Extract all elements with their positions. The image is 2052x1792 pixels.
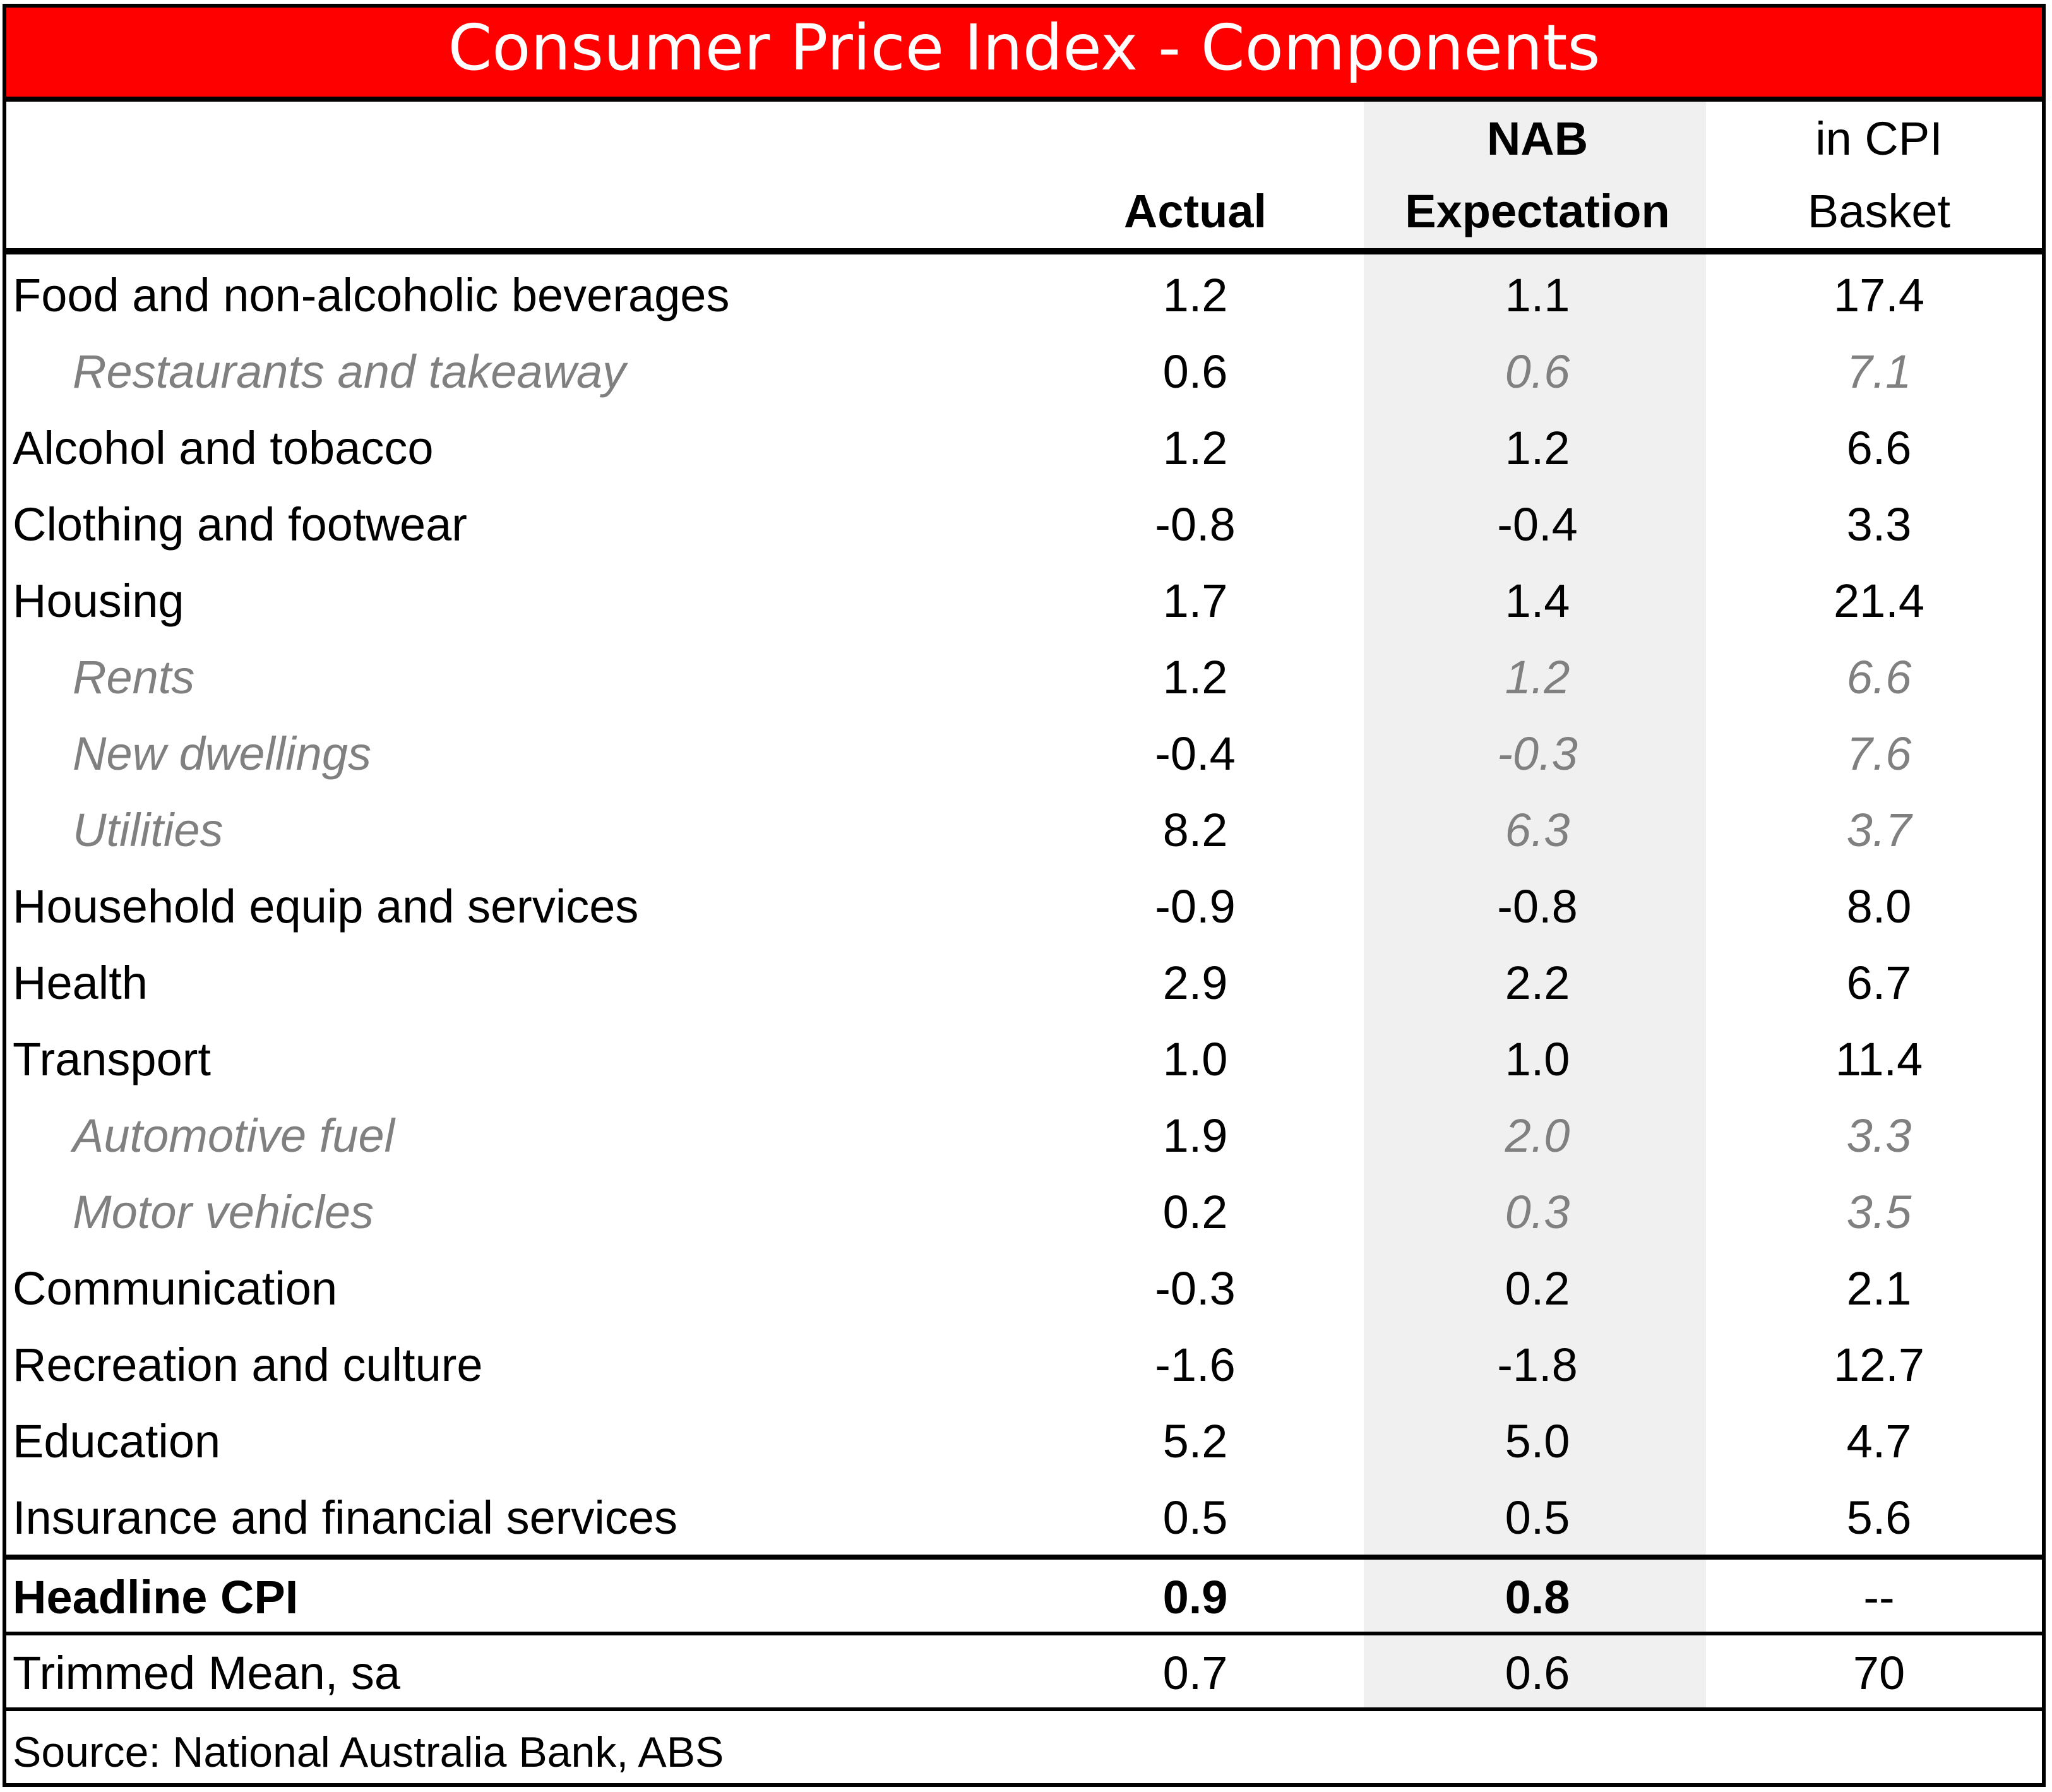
headline-nab: 0.8 [1505, 1571, 1570, 1623]
row-label: Utilities [73, 804, 224, 856]
header-nab-line1: NAB [1486, 112, 1589, 165]
row-label: Health [13, 957, 148, 1009]
row-basket-weight: 3.5 [1846, 1186, 1912, 1238]
row-actual: 1.9 [1162, 1109, 1228, 1162]
row-actual: 0.2 [1162, 1186, 1228, 1238]
header-basket-line2: Basket [1807, 185, 1951, 237]
row-actual: -0.8 [1155, 498, 1236, 551]
row-actual: -1.6 [1155, 1339, 1236, 1391]
row-nab-expectation: 0.3 [1505, 1186, 1570, 1238]
row-actual: 2.9 [1162, 957, 1228, 1009]
row-label: Housing [13, 575, 184, 627]
headline-bottom-rule [3, 1632, 2046, 1635]
row-nab-expectation: 1.4 [1505, 575, 1570, 627]
trimmed-basket: 70 [1852, 1647, 1906, 1699]
row-basket-weight: 6.6 [1846, 422, 1912, 474]
row-basket-weight: 3.3 [1846, 498, 1912, 551]
row-label: Restaurants and takeaway [73, 345, 626, 398]
row-label: Food and non-alcoholic beverages [13, 269, 730, 321]
row-label: Rents [73, 651, 195, 703]
row-label: Recreation and culture [13, 1339, 483, 1391]
row-actual: 1.2 [1162, 651, 1228, 703]
row-label: New dwellings [73, 727, 371, 780]
headline-label: Headline CPI [13, 1571, 299, 1623]
headline-top-rule [3, 1555, 2046, 1560]
row-actual: 8.2 [1162, 804, 1228, 856]
row-nab-expectation: 1.2 [1505, 422, 1570, 474]
row-actual: 1.7 [1162, 575, 1228, 627]
row-nab-expectation: 1.1 [1505, 269, 1570, 321]
row-label: Communication [13, 1262, 338, 1315]
row-label: Automotive fuel [73, 1109, 395, 1162]
row-basket-weight: 4.7 [1846, 1415, 1912, 1467]
row-actual: 1.2 [1162, 422, 1228, 474]
row-nab-expectation: 1.0 [1505, 1033, 1570, 1085]
row-basket-weight: 2.1 [1846, 1262, 1912, 1315]
trimmed-label: Trimmed Mean, sa [13, 1647, 401, 1699]
row-actual: 1.0 [1162, 1033, 1228, 1085]
table-border [3, 4, 2046, 1787]
row-nab-expectation: 1.2 [1505, 651, 1570, 703]
row-basket-weight: 6.7 [1846, 957, 1912, 1009]
trimmed-nab: 0.6 [1505, 1647, 1570, 1699]
source-note: Source: National Australia Bank, ABS [13, 1728, 724, 1776]
header-basket-line1: in CPI [1815, 112, 1943, 165]
row-label: Alcohol and tobacco [13, 422, 434, 474]
row-label: Transport [13, 1033, 211, 1085]
row-actual: -0.4 [1155, 727, 1236, 780]
row-basket-weight: 6.6 [1846, 651, 1912, 703]
row-basket-weight: 3.3 [1846, 1109, 1912, 1162]
row-label: Household equip and services [13, 880, 639, 933]
row-nab-expectation: 0.6 [1505, 345, 1570, 398]
row-nab-expectation: -0.3 [1497, 727, 1578, 780]
row-basket-weight: 11.4 [1835, 1033, 1923, 1085]
row-actual: 0.6 [1162, 345, 1228, 398]
row-basket-weight: 21.4 [1833, 575, 1925, 627]
row-basket-weight: 8.0 [1846, 880, 1912, 933]
row-nab-expectation: 2.0 [1505, 1109, 1570, 1162]
row-label: Education [13, 1415, 221, 1467]
row-basket-weight: 7.6 [1846, 727, 1912, 780]
row-nab-expectation: 0.2 [1505, 1262, 1570, 1315]
headline-actual: 0.9 [1162, 1571, 1228, 1623]
headline-basket: -- [1863, 1571, 1895, 1623]
nab-expectation-column-shading [1364, 102, 1706, 1711]
row-nab-expectation: -0.4 [1497, 498, 1578, 551]
row-nab-expectation: 6.3 [1505, 804, 1570, 856]
row-actual: 5.2 [1162, 1415, 1228, 1467]
row-basket-weight: 12.7 [1833, 1339, 1925, 1391]
row-basket-weight: 17.4 [1833, 269, 1925, 321]
header-actual: Actual [1123, 185, 1267, 237]
row-nab-expectation: -0.8 [1497, 880, 1578, 933]
row-nab-expectation: -1.8 [1497, 1339, 1578, 1391]
table-title: Consumer Price Index - Components [3, 4, 2046, 102]
row-label: Insurance and financial services [13, 1491, 678, 1544]
row-nab-expectation: 2.2 [1505, 957, 1570, 1009]
row-actual: -0.9 [1155, 880, 1236, 933]
header-nab-line2: Expectation [1405, 185, 1670, 237]
header-rule [3, 248, 2046, 254]
trimmed-actual: 0.7 [1162, 1647, 1228, 1699]
row-basket-weight: 5.6 [1846, 1491, 1912, 1544]
row-label: Clothing and footwear [13, 498, 467, 551]
row-basket-weight: 7.1 [1846, 345, 1912, 398]
row-nab-expectation: 0.5 [1505, 1491, 1570, 1544]
row-nab-expectation: 5.0 [1505, 1415, 1570, 1467]
source-rule [3, 1707, 2046, 1711]
row-actual: -0.3 [1155, 1262, 1236, 1315]
row-label: Motor vehicles [73, 1186, 374, 1238]
row-actual: 0.5 [1162, 1491, 1228, 1544]
row-basket-weight: 3.7 [1846, 804, 1912, 856]
row-actual: 1.2 [1162, 269, 1228, 321]
